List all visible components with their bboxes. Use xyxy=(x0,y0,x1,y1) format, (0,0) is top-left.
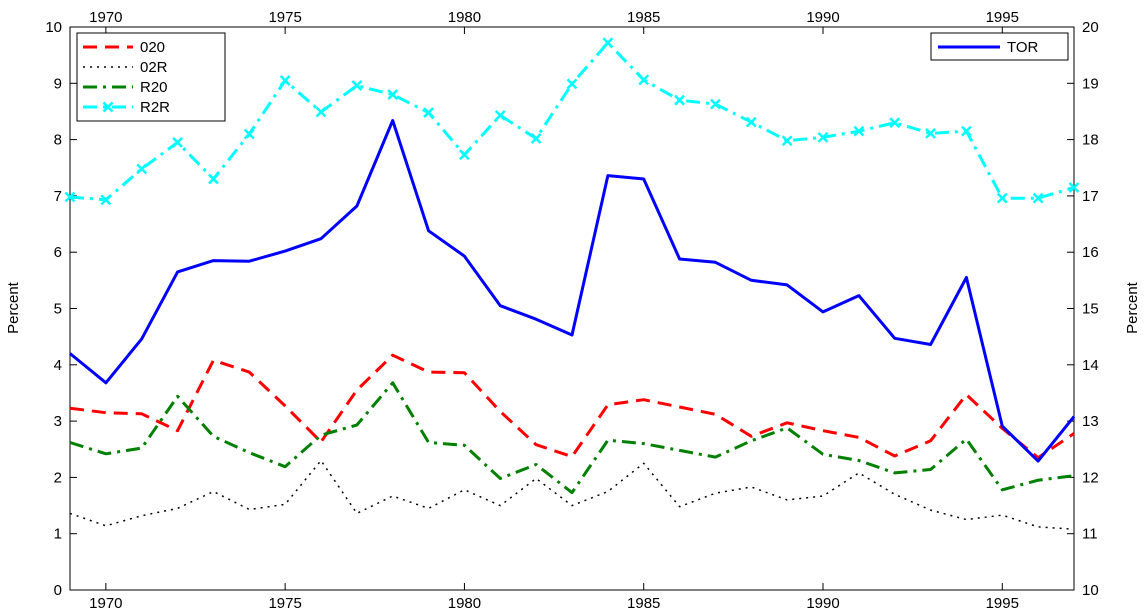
y-tick-label-left: 0 xyxy=(54,582,62,599)
marker-r2r xyxy=(64,191,76,203)
x-tick-label-bottom: 1970 xyxy=(89,595,122,612)
y-tick-label-right: 14 xyxy=(1082,357,1099,374)
marker-r2r xyxy=(996,192,1008,204)
legend-label-020: 020 xyxy=(140,39,165,56)
marker-r2r xyxy=(710,98,721,110)
marker-r2r xyxy=(925,128,936,139)
y-tick-label-left: 8 xyxy=(54,132,62,149)
x-tick-label-top: 1995 xyxy=(986,9,1019,26)
marker-r2r xyxy=(602,37,614,49)
x-tick-label-top: 1975 xyxy=(268,9,301,26)
marker-r2r xyxy=(566,78,578,90)
y-tick-label-right: 17 xyxy=(1082,188,1099,205)
legend-left-box xyxy=(76,32,226,122)
y-tick-label-left: 2 xyxy=(54,469,62,486)
marker-r2r xyxy=(530,133,542,144)
y-tick-label-right: 15 xyxy=(1082,301,1099,318)
x-tick-label-bottom: 1980 xyxy=(448,595,481,612)
x-tick-label-bottom: 1995 xyxy=(986,595,1019,612)
marker-r2r xyxy=(351,80,363,91)
legend-label-r2r: R2R xyxy=(140,99,170,116)
legend-label-02r: 02R xyxy=(140,59,168,76)
marker-r2r xyxy=(172,137,183,148)
marker-r2r xyxy=(279,75,291,86)
legend-left: 020 02R R20 R2R xyxy=(76,32,226,122)
y-tick-label-left: 7 xyxy=(54,188,62,205)
marker-r2r xyxy=(208,173,219,185)
legend-label-r20: R20 xyxy=(140,79,168,96)
marker-r2r xyxy=(638,74,650,86)
x-tick-label-top: 1980 xyxy=(448,9,481,26)
marker-r2r xyxy=(315,106,327,118)
y-tick-label-left: 1 xyxy=(54,526,62,543)
marker-r2r xyxy=(853,125,865,137)
legend-right: TOR xyxy=(930,32,1069,61)
y-tick-label-left: 5 xyxy=(54,301,62,318)
y-tick-label-right: 19 xyxy=(1082,75,1099,92)
marker-r2r xyxy=(781,135,793,147)
marker-r2r xyxy=(100,194,112,206)
series-lines xyxy=(64,37,1080,530)
x-tick-label-top: 1970 xyxy=(89,9,122,26)
marker-r2r xyxy=(1032,192,1044,204)
x-tick-label-bottom: 1985 xyxy=(627,595,660,612)
x-tick-label-bottom: 1990 xyxy=(806,595,839,612)
left-y-axis-label: Percent xyxy=(5,281,22,334)
marker-r2r xyxy=(459,149,470,161)
marker-r2r xyxy=(1068,182,1080,193)
legend-marker-r2r xyxy=(102,101,114,113)
marker-r2r xyxy=(961,125,972,137)
y-tick-label-right: 10 xyxy=(1082,582,1099,599)
y-tick-label-right: 20 xyxy=(1082,19,1099,36)
right-y-axis-label: Percent xyxy=(1124,281,1141,334)
series-line-02r xyxy=(69,459,1075,530)
marker-r2r xyxy=(423,107,434,118)
y-tick-label-left: 3 xyxy=(54,413,62,430)
marker-r2r xyxy=(136,163,148,175)
marker-r2r xyxy=(387,89,399,100)
x-tick-label-top: 1990 xyxy=(806,9,839,26)
series-line-tor xyxy=(69,119,1076,463)
y-tick-label-left: 4 xyxy=(54,357,62,374)
y-tick-label-right: 13 xyxy=(1082,413,1099,430)
y-tick-label-left: 6 xyxy=(54,244,62,261)
legend-label-tor: TOR xyxy=(1007,39,1039,56)
marker-r2r xyxy=(745,116,757,128)
series-line-020 xyxy=(69,353,1075,460)
x-tick-label-top: 1985 xyxy=(627,9,660,26)
y-tick-label-left: 9 xyxy=(54,75,62,92)
axes-group: 1970197019751975198019801985198519901990… xyxy=(45,9,1098,612)
y-tick-label-right: 11 xyxy=(1082,526,1098,543)
y-tick-label-right: 12 xyxy=(1082,469,1099,486)
y-tick-label-right: 16 xyxy=(1082,244,1099,261)
y-tick-label-left: 10 xyxy=(45,19,62,36)
marker-r2r xyxy=(889,117,901,129)
y-tick-label-right: 18 xyxy=(1082,132,1099,149)
x-tick-label-bottom: 1975 xyxy=(268,595,301,612)
marker-r2r xyxy=(674,94,685,106)
marker-r2r xyxy=(817,131,829,143)
marker-r2r xyxy=(494,110,506,121)
series-line-r20 xyxy=(69,381,1075,495)
marker-r2r xyxy=(243,128,255,140)
